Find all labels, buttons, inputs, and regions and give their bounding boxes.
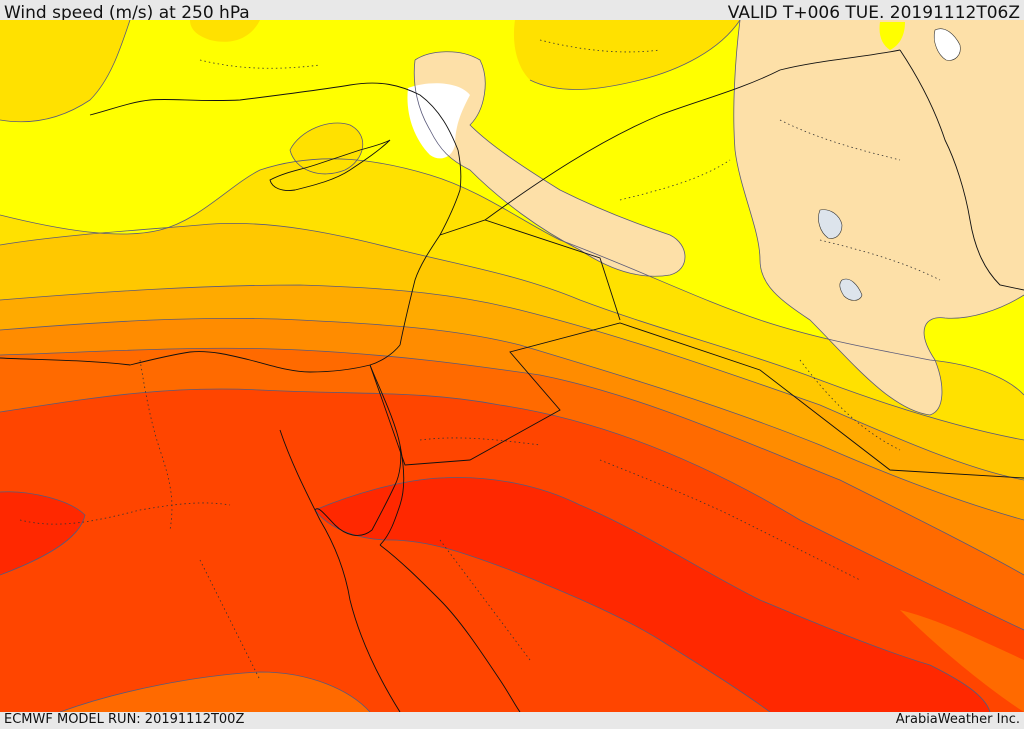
wind-speed-map <box>0 20 1024 712</box>
gold-patch-cyprus <box>290 122 363 174</box>
band-white <box>407 83 470 159</box>
weather-map <box>0 20 1024 712</box>
band-orange-south <box>60 672 370 712</box>
lake-north <box>933 28 961 61</box>
band-orange-dark-tail <box>900 610 1024 712</box>
coastlines <box>0 49 1024 712</box>
map-header: Wind speed (m/s) at 250 hPa VALID T+006 … <box>0 0 1024 23</box>
band-red-core <box>315 477 990 712</box>
lake-2 <box>839 278 863 301</box>
lake-1 <box>818 209 843 239</box>
band-peach-east <box>733 20 1024 415</box>
isotach-contours <box>0 20 1024 712</box>
gold-patch-ne <box>513 20 740 90</box>
map-footer: ECMWF MODEL RUN: 20191112T00Z ArabiaWeat… <box>0 712 1024 729</box>
admin-boundaries <box>19 39 941 681</box>
yellow-patch-ne <box>879 22 905 50</box>
band-peach-levant <box>414 51 685 277</box>
model-run: ECMWF MODEL RUN: 20191112T00Z <box>4 712 245 727</box>
gold-patch-nw <box>0 20 130 122</box>
map-title: Wind speed (m/s) at 250 hPa <box>4 3 250 23</box>
valid-time: VALID T+006 TUE. 20191112T06Z <box>727 3 1020 23</box>
credit: ArabiaWeather Inc. <box>895 712 1020 727</box>
band-red-west <box>0 491 85 575</box>
gold-patch-n <box>190 20 260 42</box>
